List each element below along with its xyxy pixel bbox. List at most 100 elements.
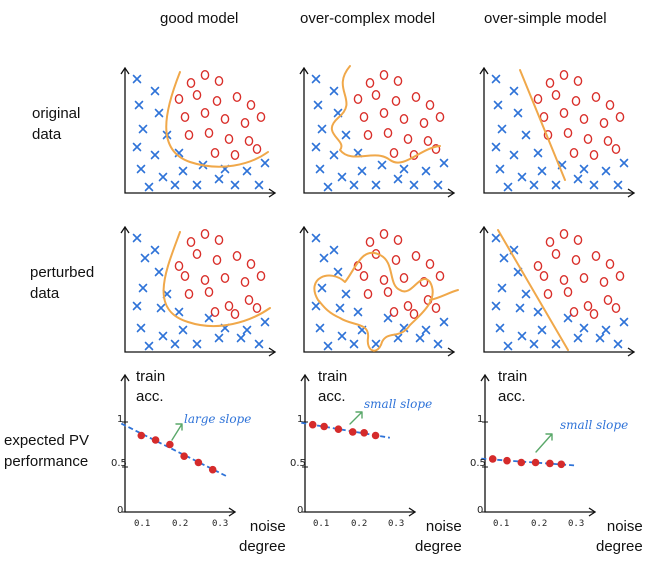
y-axis-label-train-acc-good: train acc. (136, 368, 166, 405)
original-complex-circle-9 (379, 107, 389, 118)
perturbed-good-circle-16 (244, 295, 254, 306)
perturbed-simple-circle-16 (603, 295, 613, 306)
annotation-small-slope-simple: small slope (560, 418, 629, 432)
original-complex-cross-17 (409, 180, 419, 190)
perturbed-complex-boundary (313, 251, 459, 352)
perturbed-simple-circle-0 (545, 236, 555, 247)
perturbed-good-y-arrow-icon (120, 225, 130, 234)
perturbed-simple-circle-10 (579, 273, 589, 284)
x-tick-0-3-complex: 0.3 (388, 519, 405, 529)
perturbed-complex-cross-12 (383, 313, 393, 323)
perturbed-good-boundary (162, 231, 271, 328)
perturbed-complex-cross-7 (335, 303, 345, 313)
original-good-boundary (165, 71, 269, 168)
perturbed-good-cross-14 (170, 339, 180, 349)
original-good-circle-3 (174, 93, 184, 104)
chart-good-trend-line (120, 422, 228, 478)
chart-good-point-2 (166, 440, 174, 449)
original-simple-circle-6 (591, 91, 601, 102)
y-tick-1-good: 1 (117, 414, 124, 425)
original-complex-circle-14 (383, 127, 393, 138)
chart-complex-point-4 (360, 429, 368, 437)
perturbed-complex-circle-12 (435, 271, 445, 282)
y-tick-0-good: 0 (117, 505, 124, 516)
row-label-original-data: original data (32, 105, 81, 143)
column-title-over-simple-model: over-simple model (484, 10, 607, 27)
perturbed-simple-circle-15 (583, 301, 593, 312)
original-good-cross-18 (242, 166, 252, 176)
perturbed-simple-circle-11 (599, 277, 609, 288)
original-good-x-arrow-icon (268, 188, 277, 198)
original-good-cross-7 (150, 150, 160, 160)
original-complex-cross-13 (323, 182, 333, 192)
perturbed-good-circle-6 (232, 250, 242, 261)
original-good-circle-6 (232, 91, 242, 102)
original-simple-circle-8 (539, 111, 549, 122)
original-simple-circle-7 (605, 99, 615, 110)
original-complex-cross-6 (311, 142, 321, 152)
perturbed-good-cross-6 (132, 301, 142, 311)
chart-simple-x-arrow-icon (588, 507, 597, 517)
original-complex-cross-16 (393, 174, 403, 184)
chart-simple-y-arrow-icon (480, 373, 490, 382)
original-complex-circle-11 (419, 117, 429, 128)
chart-complex-x-arrow-icon (408, 507, 417, 517)
perturbed-good-cross-2 (140, 253, 150, 263)
original-good-cross-13 (144, 182, 154, 192)
original-good-circle-2 (214, 75, 224, 86)
perturbed-good-cross-3 (154, 267, 164, 277)
perturbed-complex-cross-20 (439, 317, 449, 327)
original-complex-circle-17 (389, 147, 399, 158)
annotation-small-slope-complex: small slope (364, 397, 433, 411)
original-good-cross-9 (136, 164, 146, 174)
original-simple-circle-2 (573, 75, 583, 86)
perturbed-good-cross-18 (242, 325, 252, 335)
perturbed-complex-cross-0 (311, 233, 321, 243)
chart-complex-point-5 (371, 431, 380, 440)
original-complex-circle-8 (359, 111, 369, 122)
perturbed-good-circle-14 (204, 287, 214, 298)
perturbed-simple-cross-18 (601, 325, 611, 335)
original-simple-cross-17 (589, 180, 599, 190)
perturbed-good-circle-9 (200, 275, 210, 286)
column-title-over-complex-model: over-complex model (300, 10, 436, 27)
chart-good-point-0 (137, 431, 146, 440)
original-simple-cross-13 (503, 182, 513, 192)
original-complex-cross-19 (433, 180, 443, 190)
original-simple-cross-21 (579, 164, 589, 174)
original-good-cross-14 (170, 180, 180, 190)
original-simple-cross-0 (491, 74, 501, 84)
x-tick-0-1-good: 0.1 (134, 519, 151, 529)
perturbed-good-cross-17 (236, 333, 246, 343)
perturbed-complex-circle-18 (409, 309, 419, 320)
perturbed-good-circle-8 (180, 271, 190, 282)
perturbed-simple-circle-3 (533, 261, 543, 272)
annotation-large-slope: large slope (184, 412, 252, 426)
original-good-circle-1 (200, 69, 210, 80)
perturbed-good-circle-10 (220, 273, 230, 284)
y-tick-0-simple: 0 (477, 505, 484, 516)
row-label-perturbed-data: perturbed data (30, 264, 95, 302)
original-complex-circle-1 (379, 69, 389, 80)
perturbed-simple-axes (483, 226, 635, 353)
y-tick-0-5-complex: 0.5 (290, 458, 306, 469)
original-simple-cross-14 (529, 180, 539, 190)
original-simple-axes (483, 67, 635, 194)
perturbed-complex-cross-8 (353, 307, 363, 317)
original-complex-circle-12 (435, 111, 445, 122)
original-complex-circle-3 (353, 93, 363, 104)
perturbed-good-cross-1 (150, 245, 160, 255)
y-tick-0-complex: 0 (297, 505, 304, 516)
perturbed-good-circle-15 (224, 301, 234, 312)
x-axis-label-noise-degree-simple: noise degree (596, 518, 643, 555)
original-good-cross-11 (178, 166, 188, 176)
original-simple-circle-0 (545, 77, 555, 88)
perturbed-simple-circle-17 (569, 307, 579, 318)
perturbed-complex-circle-5 (391, 254, 401, 265)
original-good-circle-15 (224, 133, 234, 144)
original-good-circle-16 (244, 135, 254, 146)
original-complex-circle-6 (411, 91, 421, 102)
original-complex-circle-0 (365, 77, 375, 88)
original-complex-cross-7 (329, 150, 339, 160)
perturbed-simple-circle-7 (605, 259, 615, 270)
